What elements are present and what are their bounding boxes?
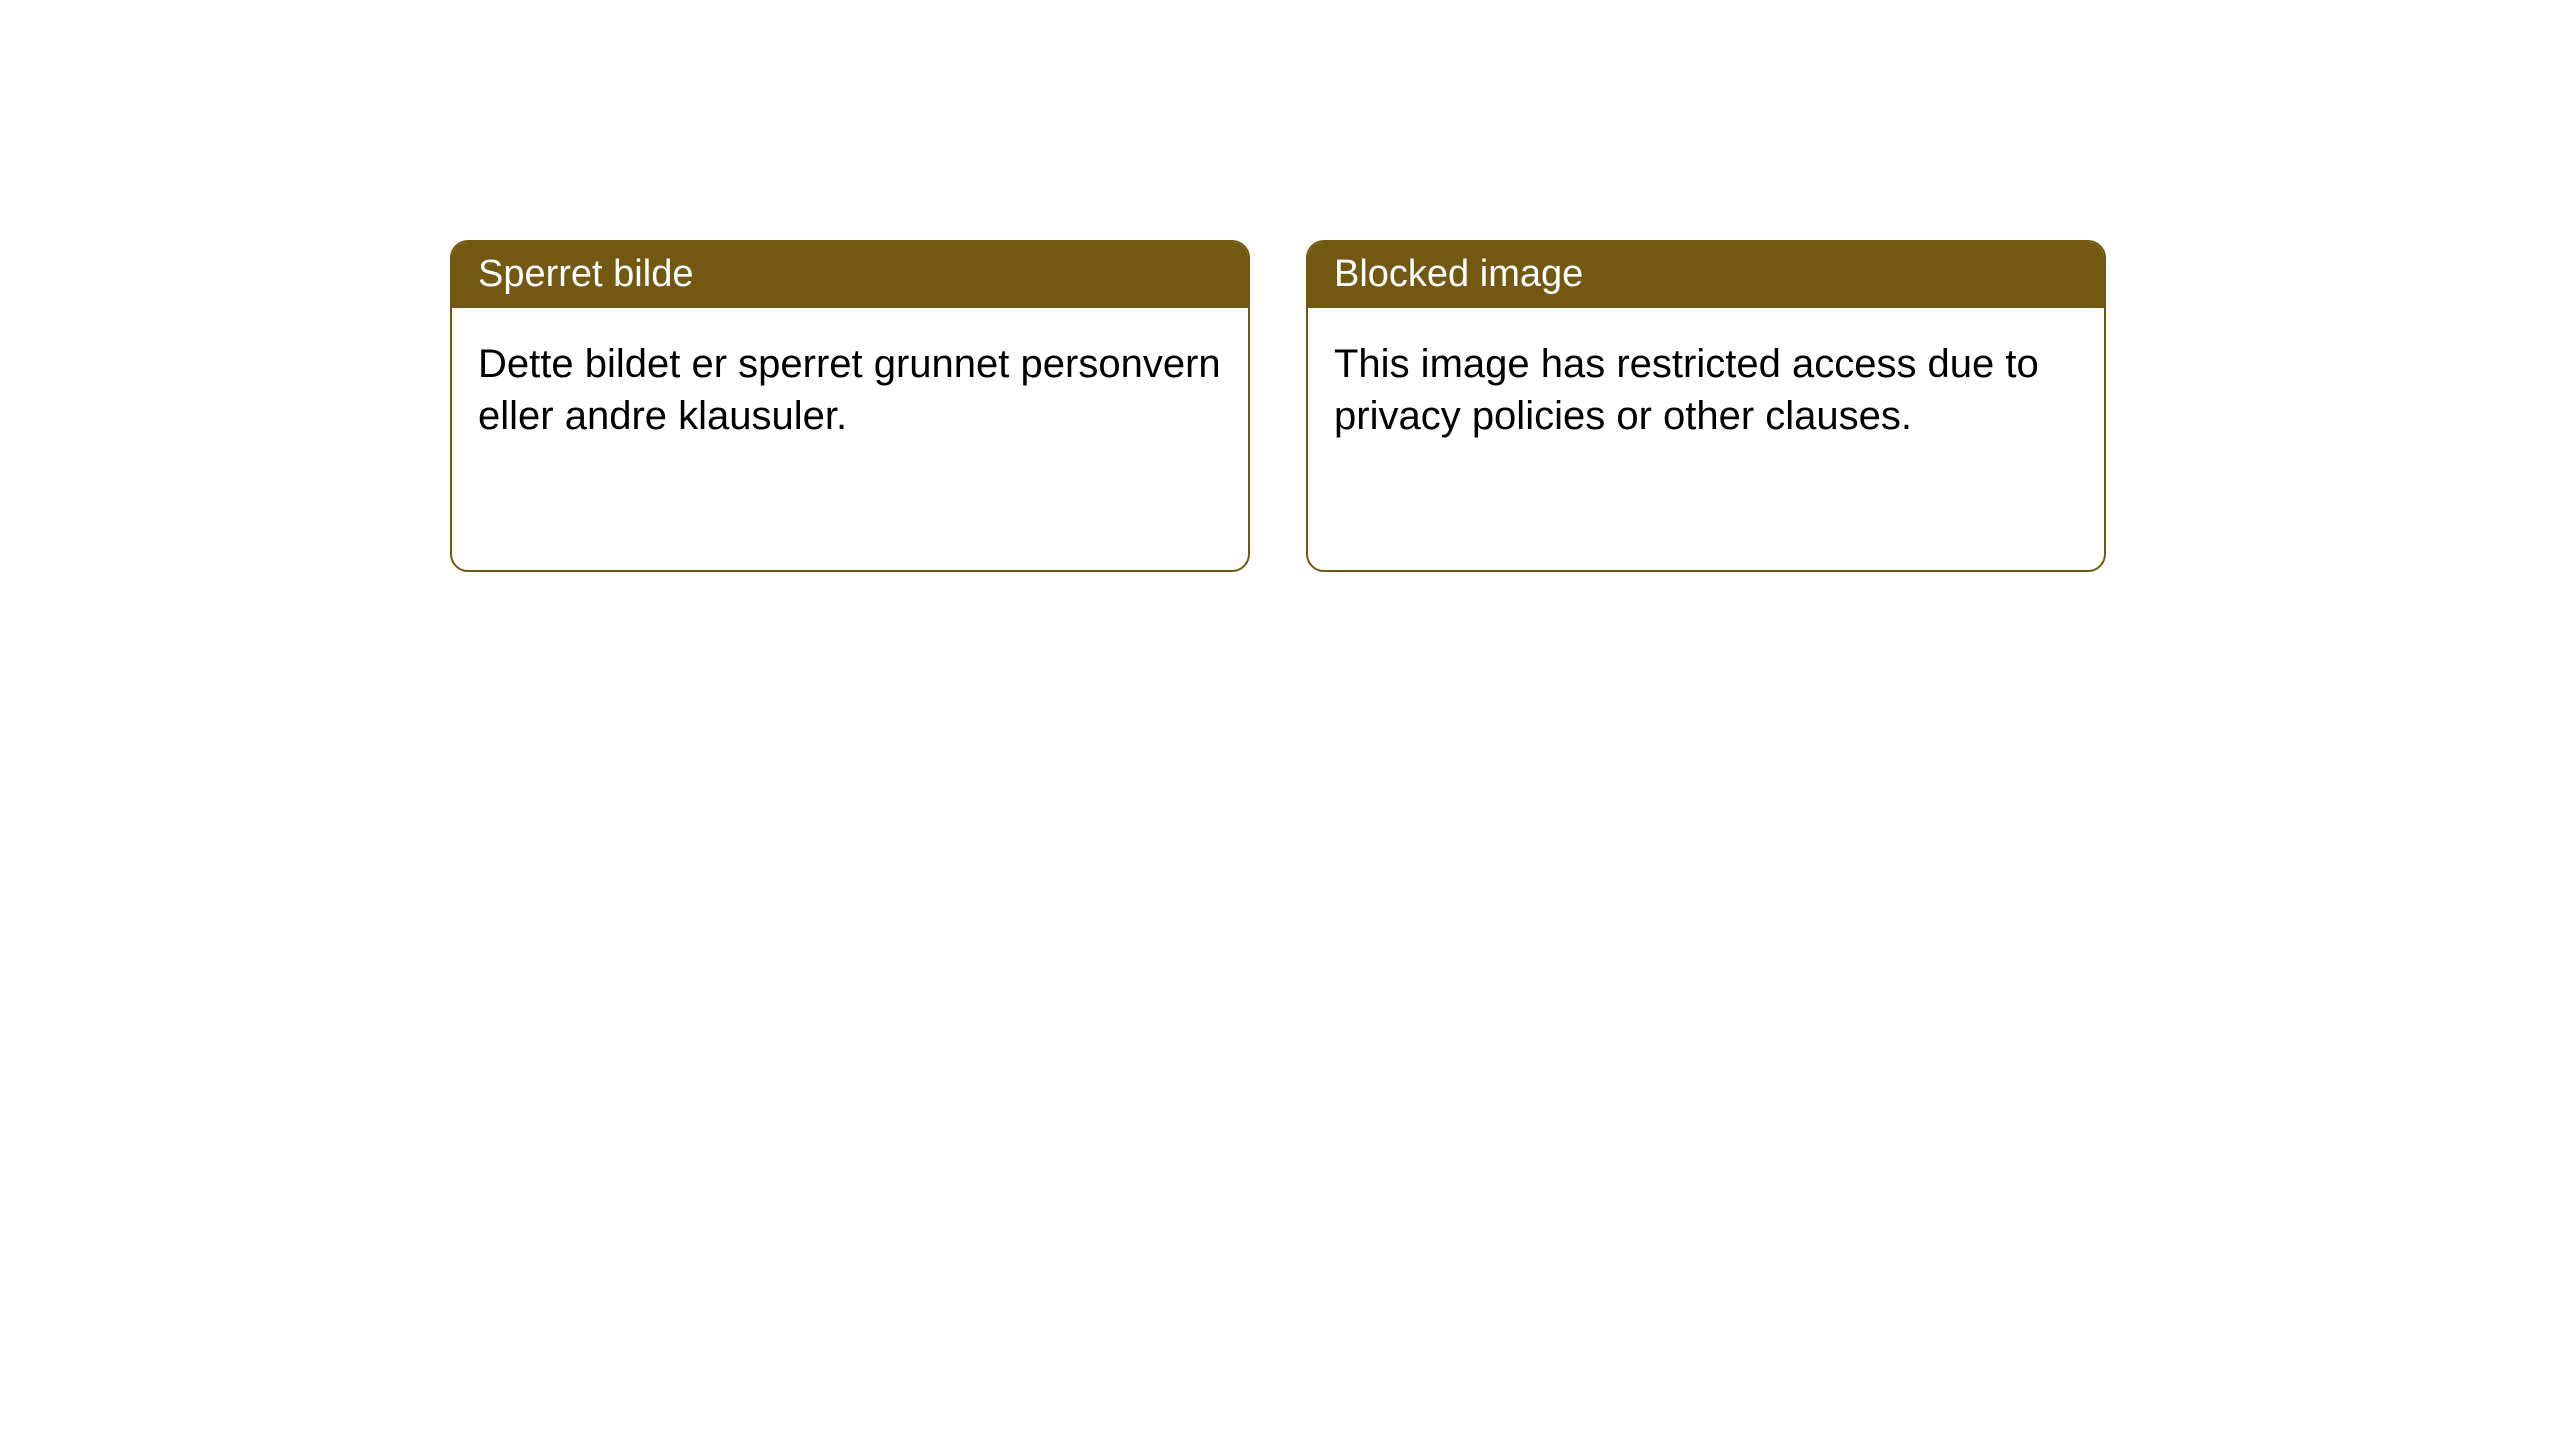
- notice-card-english: Blocked image This image has restricted …: [1306, 240, 2106, 572]
- notice-title-norwegian: Sperret bilde: [452, 242, 1248, 308]
- notice-body-english: This image has restricted access due to …: [1308, 308, 2104, 472]
- notice-title-english: Blocked image: [1308, 242, 2104, 308]
- notice-card-norwegian: Sperret bilde Dette bildet er sperret gr…: [450, 240, 1250, 572]
- notice-body-norwegian: Dette bildet er sperret grunnet personve…: [452, 308, 1248, 472]
- notice-container: Sperret bilde Dette bildet er sperret gr…: [0, 0, 2560, 572]
